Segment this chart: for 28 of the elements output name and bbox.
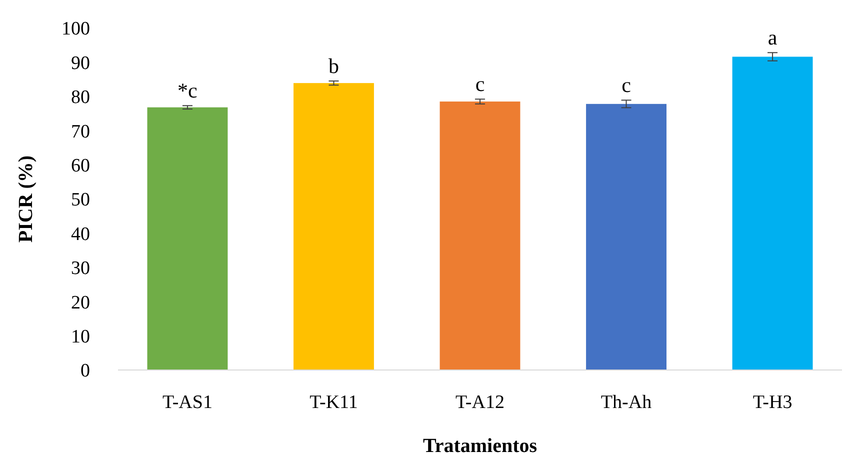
y-tick-label: 60	[71, 155, 90, 176]
y-tick-label: 20	[71, 292, 90, 314]
y-tick-label: 90	[71, 52, 90, 74]
y-tick-label: 10	[71, 326, 90, 348]
bar	[732, 56, 813, 370]
bar	[294, 83, 374, 370]
y-axis-title: PICR (%)	[15, 155, 37, 243]
x-tick-label: T-H3	[752, 392, 792, 413]
bar	[147, 107, 228, 370]
x-tick-label: T-AS1	[162, 392, 212, 413]
annotation: c	[475, 72, 485, 96]
x-tick-label: T-K11	[310, 392, 358, 413]
y-tick-label: 50	[71, 190, 90, 211]
annotation: a	[768, 26, 778, 50]
bar	[586, 104, 666, 370]
annotation: b	[328, 54, 339, 78]
annotation: *c	[178, 78, 198, 103]
x-tick-label: Th-Ah	[600, 392, 652, 413]
x-tick-label: T-A12	[456, 392, 504, 413]
y-tick-label: 100	[62, 18, 90, 40]
bar	[440, 102, 520, 370]
x-axis-title: Tratamientos	[422, 435, 538, 454]
y-tick-label: 70	[71, 121, 90, 142]
annotation: c	[622, 73, 631, 98]
y-tick-label: 0	[80, 360, 90, 382]
y-tick-label: 40	[71, 224, 90, 245]
y-tick-label: 30	[71, 258, 90, 280]
y-tick-label: 80	[71, 87, 90, 108]
